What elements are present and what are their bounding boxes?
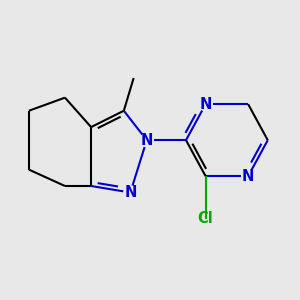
Text: N: N xyxy=(242,169,254,184)
Text: N: N xyxy=(200,97,212,112)
Text: N: N xyxy=(140,133,153,148)
Text: Cl: Cl xyxy=(198,211,214,226)
Text: N: N xyxy=(124,185,136,200)
